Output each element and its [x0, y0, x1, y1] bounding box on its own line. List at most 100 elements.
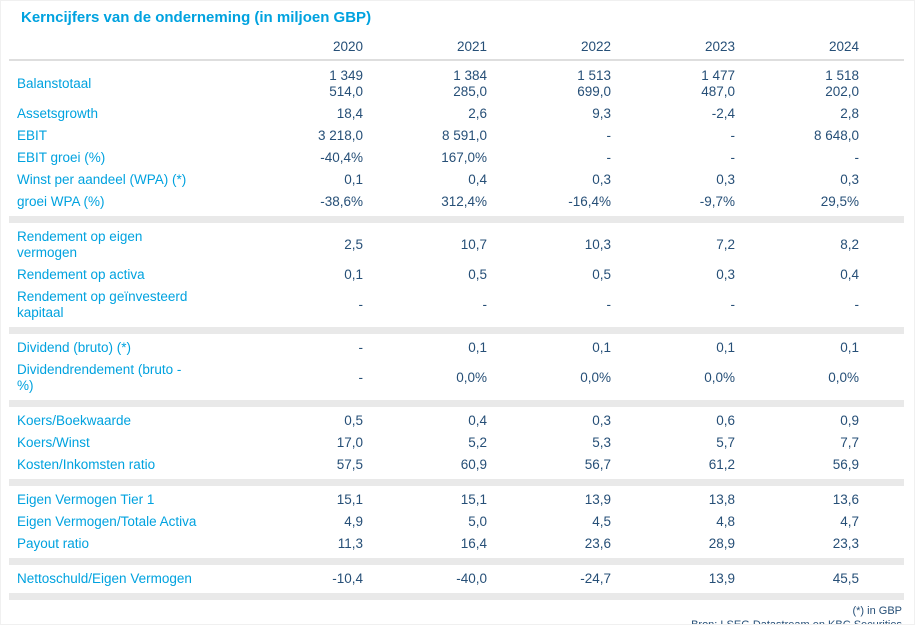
- row-value: 9,3: [592, 106, 611, 121]
- header-spacer: [9, 46, 239, 52]
- row-value: 1 513 699,0: [577, 68, 611, 99]
- column-header-2021: 2021: [456, 39, 487, 54]
- row-value: 1 384 285,0: [453, 68, 487, 99]
- row-value: 0,4: [468, 172, 487, 187]
- row-value: 2,6: [468, 106, 487, 121]
- key-figures-table: 2020 2021 2022 2023 2024 Balanstotaal 1 …: [9, 39, 904, 600]
- row-value: 8 591,0: [441, 128, 487, 143]
- row-value: 1 477 487,0: [701, 68, 735, 99]
- table-row: EBIT 3 218,0 8 591,0 - - 8 648,0: [9, 125, 904, 147]
- row-value: 4,5: [592, 514, 611, 529]
- row-label: EBIT: [17, 128, 48, 143]
- row-value: 312,4%: [441, 194, 487, 209]
- row-value: -: [482, 297, 488, 312]
- row-value: 0,4: [468, 413, 487, 428]
- row-value: 28,9: [708, 536, 735, 551]
- row-value: 10,7: [460, 237, 487, 252]
- table-row: Assetsgrowth 18,4 2,6 9,3 -2,4 2,8: [9, 103, 904, 125]
- row-value: -9,7%: [699, 194, 735, 209]
- table-row: Winst per aandeel (WPA) (*) 0,1 0,4 0,3 …: [9, 169, 904, 191]
- row-value: 0,3: [716, 172, 735, 187]
- row-value: 0,1: [344, 172, 363, 187]
- row-value: 3 218,0: [317, 128, 363, 143]
- table-row: Kosten/Inkomsten ratio 57,5 60,9 56,7 61…: [9, 454, 904, 476]
- row-value: 60,9: [460, 457, 487, 472]
- row-value: 18,4: [336, 106, 363, 121]
- row-label: Koers/Winst: [17, 435, 90, 450]
- row-value: 0,1: [716, 340, 735, 355]
- row-value: -: [358, 370, 364, 385]
- row-value: 57,5: [336, 457, 363, 472]
- row-value: 13,9: [584, 492, 611, 507]
- row-label: Payout ratio: [17, 536, 90, 551]
- page-title: Kerncijfers van de onderneming (in miljo…: [21, 9, 372, 26]
- column-header-2020: 2020: [332, 39, 363, 54]
- column-header-2024: 2024: [828, 39, 859, 54]
- row-value: 13,6: [832, 492, 859, 507]
- row-value: 0,1: [840, 340, 859, 355]
- row-label: Koers/Boekwaarde: [17, 413, 132, 428]
- section-divider: [9, 216, 904, 223]
- row-value: 13,9: [708, 571, 735, 586]
- row-value: 8 648,0: [813, 128, 859, 143]
- row-label: Eigen Vermogen/Totale Activa: [17, 514, 197, 529]
- row-value: -24,7: [580, 571, 611, 586]
- table-row: Eigen Vermogen/Totale Activa 4,9 5,0 4,5…: [9, 511, 904, 533]
- row-value: -40,4%: [320, 150, 363, 165]
- row-value: 56,9: [832, 457, 859, 472]
- row-value: -: [606, 128, 612, 143]
- row-value: 13,8: [708, 492, 735, 507]
- row-value: 4,9: [344, 514, 363, 529]
- row-value: 4,7: [840, 514, 859, 529]
- row-value: -: [730, 150, 736, 165]
- row-value: -: [358, 297, 364, 312]
- row-value: 23,3: [832, 536, 859, 551]
- row-value: 29,5%: [820, 194, 859, 209]
- row-value: 0,0%: [580, 370, 611, 385]
- row-label: Assetsgrowth: [17, 106, 99, 121]
- row-value: 1 349 514,0: [329, 68, 363, 99]
- row-value: 0,3: [592, 172, 611, 187]
- table-row: Rendement op eigen vermogen 2,5 10,7 10,…: [9, 226, 904, 264]
- row-value: -2,4: [711, 106, 735, 121]
- table-row: Eigen Vermogen Tier 1 15,1 15,1 13,9 13,…: [9, 489, 904, 511]
- row-value: -: [730, 297, 736, 312]
- row-value: 11,3: [337, 536, 363, 551]
- header-rule: [9, 59, 904, 61]
- row-value: 15,1: [336, 492, 363, 507]
- section-divider: [9, 479, 904, 486]
- row-value: 16,4: [460, 536, 487, 551]
- row-value: 167,0%: [441, 150, 487, 165]
- row-value: -40,0: [456, 571, 487, 586]
- row-value: 7,2: [716, 237, 735, 252]
- row-value: 0,1: [468, 340, 487, 355]
- row-value: 0,1: [592, 340, 611, 355]
- row-value: 1 518 202,0: [825, 68, 859, 99]
- row-value: 10,3: [584, 237, 611, 252]
- table-row: Nettoschuld/Eigen Vermogen -10,4 -40,0 -…: [9, 568, 904, 590]
- row-label: Nettoschuld/Eigen Vermogen: [17, 571, 192, 586]
- row-value: 0,5: [468, 267, 487, 282]
- row-label: Balanstotaal: [17, 76, 92, 91]
- row-value: 5,3: [592, 435, 611, 450]
- row-value: 61,2: [708, 457, 735, 472]
- footnote: (*) in GBP: [852, 605, 902, 617]
- row-value: 0,0%: [828, 370, 859, 385]
- row-label: Eigen Vermogen Tier 1: [17, 492, 155, 507]
- row-value: -16,4%: [568, 194, 611, 209]
- table-row: Payout ratio 11,3 16,4 23,6 28,9 23,3: [9, 533, 904, 555]
- column-header-2023: 2023: [704, 39, 735, 54]
- row-value: 5,2: [468, 435, 487, 450]
- table-row: Rendement op activa 0,1 0,5 0,5 0,3 0,4: [9, 264, 904, 286]
- row-label: Dividend (bruto) (*): [17, 340, 132, 355]
- row-value: -: [854, 297, 860, 312]
- row-value: 23,6: [584, 536, 611, 551]
- row-value: 0,3: [716, 267, 735, 282]
- section-divider: [9, 327, 904, 334]
- table-row: Rendement op geïnvesteerd kapitaal - - -…: [9, 286, 904, 324]
- row-label: Rendement op eigen vermogen: [17, 229, 143, 260]
- row-value: 0,4: [840, 267, 859, 282]
- row-label: Kosten/Inkomsten ratio: [17, 457, 156, 472]
- column-header-2022: 2022: [580, 39, 611, 54]
